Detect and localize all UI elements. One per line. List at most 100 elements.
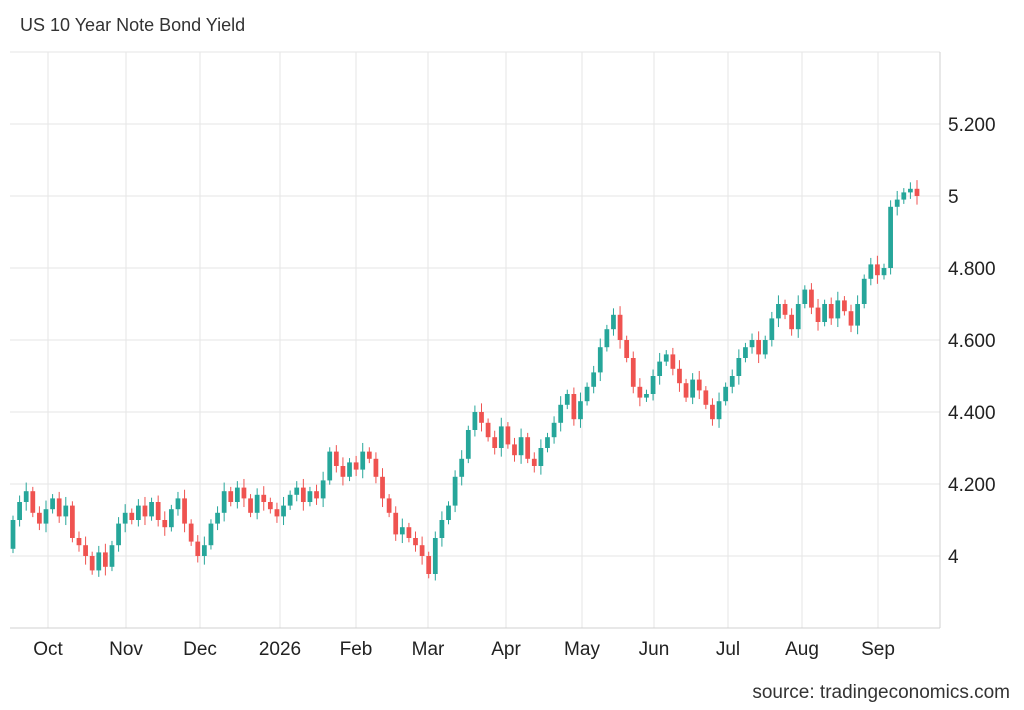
candle-body [426,556,432,574]
candle-body [70,505,75,538]
candle-body [413,538,418,546]
candle-body [472,412,478,430]
candle-body [703,390,709,405]
x-tick-label: Apr [491,639,521,660]
candle-body [175,498,181,510]
candle-body [677,368,682,384]
candle-body [696,379,702,391]
candle-body [650,376,656,394]
y-tick-label: 4.600 [948,331,996,352]
candle-body [525,437,531,459]
candle-body [789,314,795,330]
candle-body [518,437,524,456]
candle-body [56,498,62,517]
candle-body [234,487,240,502]
candle-body [875,264,880,276]
candle-body [729,376,735,387]
candle-body [300,487,306,502]
candle-body [419,545,425,556]
x-tick-label: 2026 [259,639,301,660]
candle-body [670,354,676,369]
candle-body [545,437,550,448]
x-tick-label: Jun [639,639,670,660]
candle-body [512,444,517,456]
candle-body [723,386,729,402]
candle-body [274,509,280,517]
candle-body [188,523,194,542]
candle-body [195,541,201,556]
candle-body [399,527,405,535]
candle-body [710,404,715,420]
candle-body [142,505,148,517]
candle-body [333,451,339,466]
candle-body [795,304,801,330]
candle-body [802,289,808,304]
candle-body [23,491,29,502]
x-tick-label: Sep [861,639,895,660]
candle-body [201,545,207,556]
candle-body [116,523,121,546]
candle-body [366,451,372,459]
candle-body [10,520,16,549]
candle-body [452,476,458,506]
candle-body [63,505,69,517]
candle-body [294,487,300,495]
candle-body [393,512,399,535]
candle-body [894,199,900,207]
candle-body [360,451,366,470]
candle-body [406,527,412,538]
candle-body [30,491,36,513]
candle-body [281,505,286,517]
candle-body [76,538,82,546]
candle-body [551,422,557,438]
candle-body [50,498,55,510]
y-tick-label: 4.200 [948,475,996,496]
candle-body [901,192,907,200]
candle-body [538,448,544,466]
candle-body [663,354,669,362]
candle-body [848,311,854,326]
candle-body [261,494,267,502]
candle-body [769,318,775,340]
candle-body [254,494,260,513]
candle-body [208,523,214,546]
candle-body [762,340,768,355]
candle-body [182,498,187,524]
candle-body [855,304,860,326]
candle-body [17,502,22,520]
candle-body [749,340,755,348]
axis-layer [10,52,941,629]
candle-body [109,545,115,567]
candle-body [287,494,293,506]
candle-body [624,340,630,358]
candle-body [571,394,577,420]
candle-body [465,430,471,459]
candle-body [756,340,762,355]
candle-body [505,426,511,445]
x-tick-label: Mar [412,639,445,660]
candle-body [89,556,95,571]
candle-body [578,401,583,420]
candle-body [657,361,663,376]
candle-body [43,509,49,524]
candle-body [320,480,326,499]
candle-body [347,462,352,477]
y-tick-label: 4.800 [948,259,996,280]
candle-body [564,394,570,405]
candle-body [736,358,742,376]
candle-body [314,491,319,499]
candle-body [432,538,438,574]
chart-title: US 10 Year Note Bond Yield [20,15,246,35]
candle-body [267,502,273,510]
y-tick-label: 5 [948,187,959,208]
candle-body [353,462,359,470]
candle-body [439,520,445,538]
candle-body [822,304,827,322]
candle-body [835,300,841,319]
candle-body [558,404,564,423]
candle-body [307,491,313,502]
candle-body [373,458,379,477]
x-tick-label: Feb [340,639,373,660]
source-credit: source: tradingeconomics.com [752,682,1010,703]
candle-body [591,372,597,387]
